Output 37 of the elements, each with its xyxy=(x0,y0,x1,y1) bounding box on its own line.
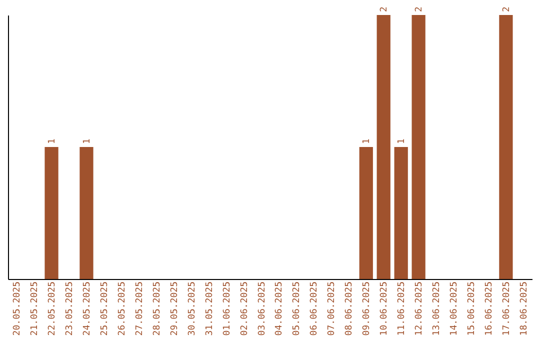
x-tick-label: 30.05.2025 xyxy=(187,282,198,336)
x-tick-label: 06.06.2025 xyxy=(310,282,320,336)
x-tick-label: 26.05.2025 xyxy=(117,282,128,336)
x-tick-label: 10.06.2025 xyxy=(380,282,390,336)
data-label: 1 xyxy=(48,138,58,144)
x-tick-label: 31.05.2025 xyxy=(204,282,215,336)
x-tick-label: 28.05.2025 xyxy=(152,282,162,336)
data-label: 2 xyxy=(414,6,425,12)
x-tick-label: 23.05.2025 xyxy=(65,282,75,336)
data-label: 2 xyxy=(502,6,512,12)
x-tick-label: 01.06.2025 xyxy=(222,282,232,336)
x-tick-label: 02.06.2025 xyxy=(240,282,250,336)
x-tick-label: 29.05.2025 xyxy=(170,282,180,336)
x-tick-label: 13.06.2025 xyxy=(432,282,442,336)
x-tick-label: 14.06.2025 xyxy=(450,282,460,336)
x-tick-label: 27.05.2025 xyxy=(134,282,145,336)
data-label: 1 xyxy=(362,138,372,144)
x-tick-label: 18.06.2025 xyxy=(519,282,530,336)
data-label: 1 xyxy=(82,138,92,144)
x-tick-label: 22.05.2025 xyxy=(48,282,58,336)
x-tick-label: 12.06.2025 xyxy=(414,282,425,336)
x-tick-label: 17.06.2025 xyxy=(502,282,512,336)
x-tick-label: 25.05.2025 xyxy=(100,282,110,336)
x-tick-label: 11.06.2025 xyxy=(397,282,408,336)
x-tick-label: 04.06.2025 xyxy=(274,282,285,336)
data-label: 1 xyxy=(397,138,408,144)
x-tick-label: 21.05.2025 xyxy=(30,282,40,336)
x-tick-label: 24.05.2025 xyxy=(82,282,92,336)
x-tick-label: 03.06.2025 xyxy=(257,282,268,336)
x-tick-label: 07.06.2025 xyxy=(327,282,338,336)
x-tick-label: 05.06.2025 xyxy=(292,282,302,336)
x-tick-label: 15.06.2025 xyxy=(467,282,477,336)
x-tick-label: 16.06.2025 xyxy=(484,282,494,336)
x-tick-label: 08.06.2025 xyxy=(344,282,355,336)
x-tick-label: 09.06.2025 xyxy=(362,282,372,336)
x-tick-label: 20.05.2025 xyxy=(12,282,23,336)
data-label: 2 xyxy=(380,6,390,12)
